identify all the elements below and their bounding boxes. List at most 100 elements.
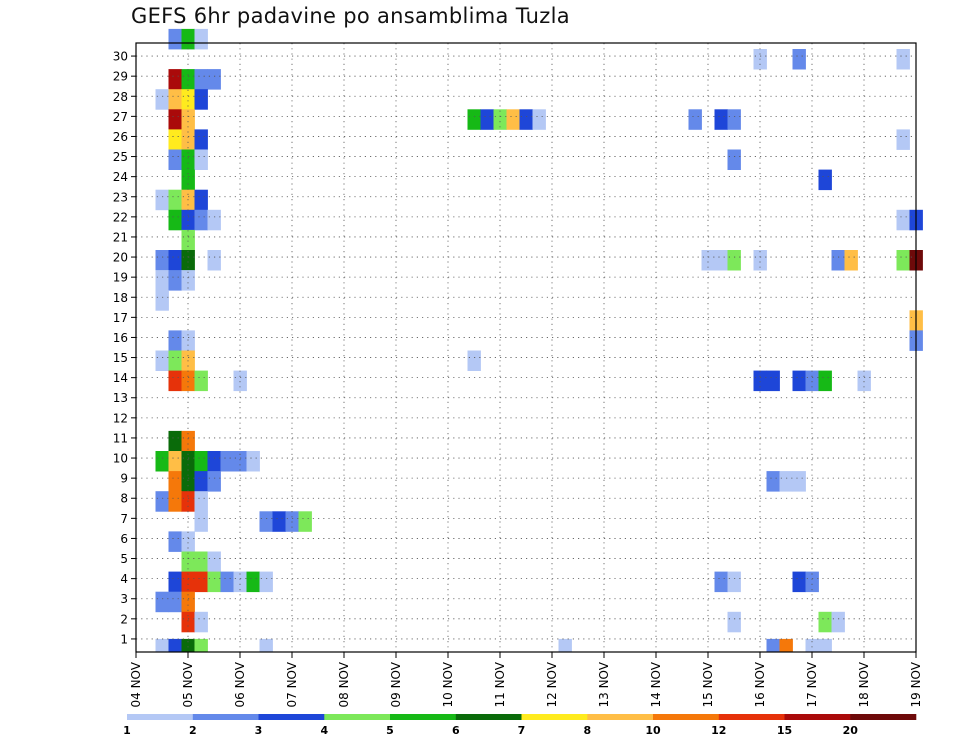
heatmap-cell	[194, 149, 208, 170]
heatmap-cell	[181, 250, 195, 271]
heatmap-cell	[168, 350, 182, 371]
heatmap-cell	[246, 571, 260, 593]
heatmap-cell	[207, 451, 221, 472]
heatmap-cell	[194, 129, 208, 150]
x-tick-label: 18 NOV	[857, 661, 871, 707]
colorbar-label: 6	[452, 724, 460, 737]
x-tick-label: 19 NOV	[909, 661, 923, 707]
heatmap-cell	[194, 69, 208, 90]
colorbar-swatch	[521, 714, 588, 720]
x-tick-label: 08 NOV	[337, 661, 351, 707]
y-tick-label: 10	[113, 452, 128, 466]
y-tick-label: 28	[113, 90, 128, 104]
colorbar-swatch	[587, 714, 654, 720]
y-tick-label: 19	[113, 271, 128, 285]
colorbar-swatch	[718, 714, 785, 720]
heatmap-cell	[181, 28, 195, 50]
heatmap-cell	[168, 69, 182, 90]
y-tick-label: 13	[113, 391, 128, 405]
colorbar-swatch	[850, 714, 917, 720]
y-tick-label: 4	[120, 572, 128, 586]
colorbar-label: 5	[386, 724, 394, 737]
heatmap-cell	[168, 531, 182, 552]
heatmap-cell	[220, 451, 234, 472]
heatmap-cell	[779, 638, 793, 653]
y-tick-label: 16	[113, 331, 128, 345]
x-tick-label: 13 NOV	[597, 661, 611, 707]
heatmap-cell	[168, 270, 182, 291]
heatmap-cell	[194, 471, 208, 492]
heatmap-cell	[896, 209, 910, 231]
heatmap-cell	[155, 89, 169, 110]
heatmap-cell	[207, 209, 221, 231]
heatmap-cell	[818, 611, 832, 633]
heatmap-cell	[181, 149, 195, 170]
colorbar-label: 2	[189, 724, 197, 737]
heatmap-cell	[792, 370, 806, 392]
heatmap-cell	[181, 109, 195, 130]
heatmap-cell	[194, 89, 208, 110]
heatmap-cell	[168, 149, 182, 170]
x-axis: 04 NOV 05 NOV 06 NOV 07 NOV 08 NOV 09 NOV 10 N…	[129, 652, 923, 708]
x-tick-label: 15 NOV	[701, 661, 715, 707]
heatmap-cell	[818, 638, 832, 653]
y-tick-label: 27	[113, 110, 128, 124]
heatmap-cell	[896, 49, 910, 70]
heatmap-cell	[818, 370, 832, 392]
heatmap-cell	[168, 250, 182, 271]
colorbar-label: 20	[843, 724, 859, 737]
heatmap-cell	[168, 28, 182, 50]
heatmap-cell	[818, 169, 832, 191]
heatmap-cell	[259, 638, 273, 653]
colorbar-swatch	[258, 714, 325, 720]
heatmap-cell	[519, 109, 533, 130]
heatmap-cell	[493, 109, 507, 130]
heatmap-cell	[714, 571, 728, 593]
heatmap-cell	[259, 511, 273, 532]
colorbar-label: 1	[123, 724, 131, 737]
colorbar: 1 2 3 4 5 6 7 8 10 12 15 20	[123, 714, 917, 737]
x-tick-label: 11 NOV	[493, 661, 507, 707]
y-tick-label: 14	[113, 371, 128, 385]
heatmap-cell	[155, 491, 169, 512]
y-tick-label: 8	[120, 492, 128, 506]
heatmap-cell	[194, 638, 208, 653]
colorbar-swatch	[653, 714, 719, 720]
heatmap-cell	[207, 551, 221, 572]
colorbar-label: 15	[777, 724, 792, 737]
y-tick-label: 2	[120, 612, 128, 626]
heatmap-cell	[766, 638, 780, 653]
heatmap-cell	[181, 169, 195, 191]
colorbar-swatch	[784, 714, 851, 720]
y-tick-label: 25	[113, 150, 128, 164]
y-tick-label: 23	[113, 190, 128, 204]
heatmap-cell	[155, 591, 169, 613]
heatmap-cell	[181, 270, 195, 291]
colorbar-label: 8	[583, 724, 591, 737]
heatmap-cell	[168, 89, 182, 110]
heatmap-cell	[168, 638, 182, 653]
y-tick-label: 9	[120, 472, 128, 486]
heatmap-cell	[181, 451, 195, 472]
colorbar-swatch	[127, 714, 193, 720]
y-axis: 1234567891011121314151617181920212223242…	[113, 50, 136, 646]
y-tick-label: 15	[113, 351, 128, 365]
heatmap-cell	[701, 250, 715, 271]
heatmap-cell	[181, 330, 195, 351]
y-tick-label: 5	[120, 552, 128, 566]
y-tick-label: 17	[113, 311, 128, 325]
heatmap-cell	[233, 451, 247, 472]
heatmap-cell	[181, 531, 195, 552]
colorbar-swatch	[324, 714, 391, 720]
x-tick-label: 07 NOV	[285, 661, 299, 707]
x-tick-label: 10 NOV	[441, 661, 455, 707]
heatmap-cell	[792, 49, 806, 70]
heatmap-cell	[194, 611, 208, 633]
heatmap-cell	[168, 109, 182, 130]
heatmap-cell	[805, 638, 819, 653]
y-tick-label: 20	[113, 251, 128, 265]
y-tick-label: 12	[113, 411, 128, 425]
colorbar-swatch	[192, 714, 259, 720]
heatmap-cell	[181, 129, 195, 150]
